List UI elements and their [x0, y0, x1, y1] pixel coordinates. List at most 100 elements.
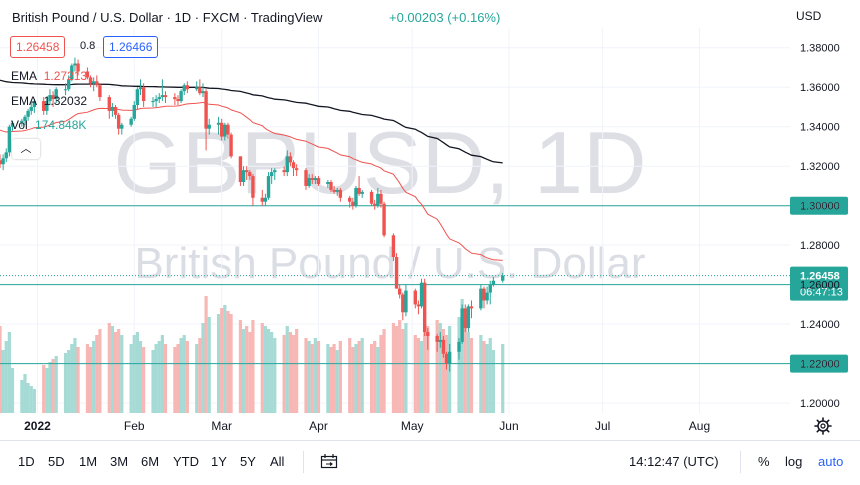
candle[interactable]	[447, 343, 452, 372]
candle[interactable]	[76, 59, 80, 76]
timeframe-3m[interactable]: 3M	[110, 454, 129, 469]
candle[interactable]	[288, 152, 293, 167]
candle[interactable]	[488, 280, 492, 305]
candle[interactable]	[313, 176, 318, 184]
candle[interactable]	[26, 108, 30, 121]
candle[interactable]	[416, 300, 421, 315]
percent-scale-toggle[interactable]: %	[758, 454, 770, 469]
candle[interactable]	[469, 300, 474, 319]
candle[interactable]	[260, 189, 264, 206]
candle[interactable]	[482, 286, 486, 309]
candle[interactable]	[45, 97, 49, 115]
candle[interactable]	[479, 284, 483, 311]
candle[interactable]	[329, 180, 333, 192]
candle[interactable]	[1, 154, 5, 171]
candle[interactable]	[42, 97, 46, 115]
candle[interactable]	[151, 97, 155, 107]
candle[interactable]	[369, 189, 374, 206]
timeframe-5y[interactable]: 5Y	[240, 454, 256, 469]
candle[interactable]	[248, 170, 252, 181]
candle[interactable]	[198, 79, 202, 96]
candle[interactable]	[360, 189, 364, 198]
candle[interactable]	[51, 91, 55, 107]
collapse-legend-button[interactable]: ︿	[12, 139, 40, 159]
candle[interactable]	[157, 93, 161, 104]
candle[interactable]	[219, 118, 224, 141]
candle[interactable]	[332, 185, 336, 194]
candle[interactable]	[195, 81, 199, 92]
timeframe-1y[interactable]: 1Y	[211, 454, 227, 469]
timeframe-6m[interactable]: 6M	[141, 454, 160, 469]
candle[interactable]	[216, 116, 221, 135]
sell-price-button[interactable]: 1.26458	[10, 36, 66, 58]
candle[interactable]	[485, 286, 489, 305]
indicator-ema-slow[interactable]: EMA 1.32032	[11, 94, 87, 108]
candle[interactable]	[173, 93, 177, 105]
candle[interactable]	[335, 187, 339, 196]
candle[interactable]	[204, 89, 208, 151]
candle[interactable]	[251, 174, 255, 206]
candle[interactable]	[141, 83, 146, 107]
candle[interactable]	[73, 57, 77, 72]
candle[interactable]	[491, 276, 496, 287]
candle[interactable]	[401, 292, 405, 321]
candle[interactable]	[238, 156, 243, 186]
candle[interactable]	[179, 89, 183, 104]
gear-icon[interactable]	[814, 417, 832, 435]
candle[interactable]	[397, 284, 402, 299]
candle[interactable]	[435, 334, 439, 352]
candle[interactable]	[357, 176, 361, 196]
timeframe-1m[interactable]: 1M	[79, 454, 98, 469]
candle[interactable]	[391, 233, 396, 261]
symbol-title[interactable]: British Pound / U.S. Dollar · 1D · FXCM …	[12, 10, 323, 25]
candles[interactable]	[0, 57, 505, 372]
candle[interactable]	[85, 67, 90, 80]
candle[interactable]	[70, 63, 74, 82]
candle[interactable]	[310, 174, 314, 184]
candle[interactable]	[229, 132, 233, 159]
candle[interactable]	[98, 83, 102, 102]
candle[interactable]	[29, 103, 33, 115]
candle[interactable]	[294, 164, 299, 177]
buy-price-button[interactable]: 1.26466	[103, 36, 159, 58]
indicator-ema-fast[interactable]: EMA 1.27213	[11, 69, 87, 83]
auto-scale-toggle[interactable]: auto	[818, 454, 844, 469]
candle[interactable]	[116, 112, 121, 135]
indicator-volume[interactable]: Vol 174.848K	[11, 118, 86, 132]
candle[interactable]	[120, 122, 124, 135]
timeframe-5d[interactable]: 5D	[48, 454, 65, 469]
timeframe-1d[interactable]: 1D	[18, 454, 35, 469]
candle[interactable]	[373, 199, 377, 210]
candle[interactable]	[438, 332, 442, 348]
candle[interactable]	[7, 124, 12, 157]
candle[interactable]	[107, 95, 111, 119]
candle[interactable]	[185, 81, 190, 94]
candle[interactable]	[285, 150, 289, 177]
candle[interactable]	[160, 79, 165, 102]
candle[interactable]	[154, 95, 158, 107]
log-scale-toggle[interactable]: log	[785, 454, 803, 469]
candle[interactable]	[460, 304, 464, 344]
candle[interactable]	[426, 328, 430, 350]
clock-timezone[interactable]: 14:12:47 (UTC)	[629, 454, 719, 469]
candle[interactable]	[351, 197, 355, 210]
candle[interactable]	[54, 87, 58, 104]
candle[interactable]	[307, 174, 311, 188]
candle[interactable]	[404, 284, 408, 317]
candle[interactable]	[244, 166, 249, 181]
candle[interactable]	[201, 83, 205, 98]
candle[interactable]	[444, 351, 449, 370]
candle[interactable]	[163, 91, 168, 104]
candle[interactable]	[32, 99, 37, 113]
candle[interactable]	[501, 272, 505, 283]
candle[interactable]	[338, 187, 343, 202]
currency-selector[interactable]: USD	[796, 9, 822, 23]
time-axis[interactable]: 2022 Feb Mar Apr May Jun Jul Aug	[24, 419, 710, 433]
candle[interactable]	[463, 304, 467, 333]
candle[interactable]	[282, 166, 286, 177]
calendar-range-icon[interactable]	[320, 453, 338, 471]
candle[interactable]	[135, 87, 140, 109]
candle[interactable]	[326, 180, 330, 188]
candle[interactable]	[223, 122, 227, 141]
candle[interactable]	[376, 187, 380, 208]
